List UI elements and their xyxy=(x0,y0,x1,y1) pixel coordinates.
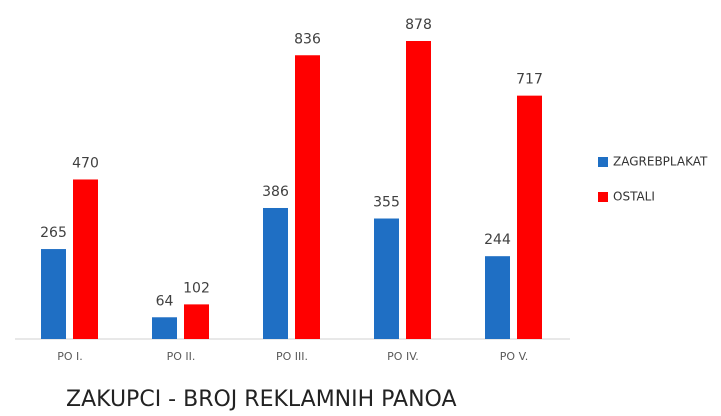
value-label: 355 xyxy=(373,195,400,211)
value-label: 878 xyxy=(405,17,432,33)
bar xyxy=(184,304,209,339)
bar xyxy=(73,179,98,339)
x-tick-label: PO IV. xyxy=(387,350,419,363)
bar xyxy=(295,55,320,339)
legend-swatch xyxy=(598,157,608,167)
chart-title: ZAKUPCI - BROJ REKLAMNIH PANOA xyxy=(66,387,457,412)
x-tick-label: PO II. xyxy=(167,350,196,363)
value-label: 386 xyxy=(262,184,289,200)
value-label: 265 xyxy=(40,225,67,241)
bar xyxy=(517,95,542,339)
bar xyxy=(485,256,510,339)
x-tick-label: PO I. xyxy=(57,350,83,363)
legend-swatch xyxy=(598,192,608,202)
x-tick-label: PO III. xyxy=(276,350,308,363)
bar xyxy=(263,207,288,339)
bar xyxy=(41,249,66,339)
value-label: 102 xyxy=(183,280,210,296)
bar xyxy=(406,41,431,339)
value-label: 244 xyxy=(484,232,511,248)
bar xyxy=(152,317,177,339)
bar xyxy=(374,218,399,339)
x-tick-label: PO V. xyxy=(500,350,528,363)
legend-label: OSTALI xyxy=(613,190,655,204)
legend-label: ZAGREBPLAKAT xyxy=(613,155,708,169)
value-label: 64 xyxy=(156,293,174,309)
value-label: 717 xyxy=(516,72,543,88)
value-label: 470 xyxy=(72,155,99,171)
value-label: 836 xyxy=(294,31,321,47)
